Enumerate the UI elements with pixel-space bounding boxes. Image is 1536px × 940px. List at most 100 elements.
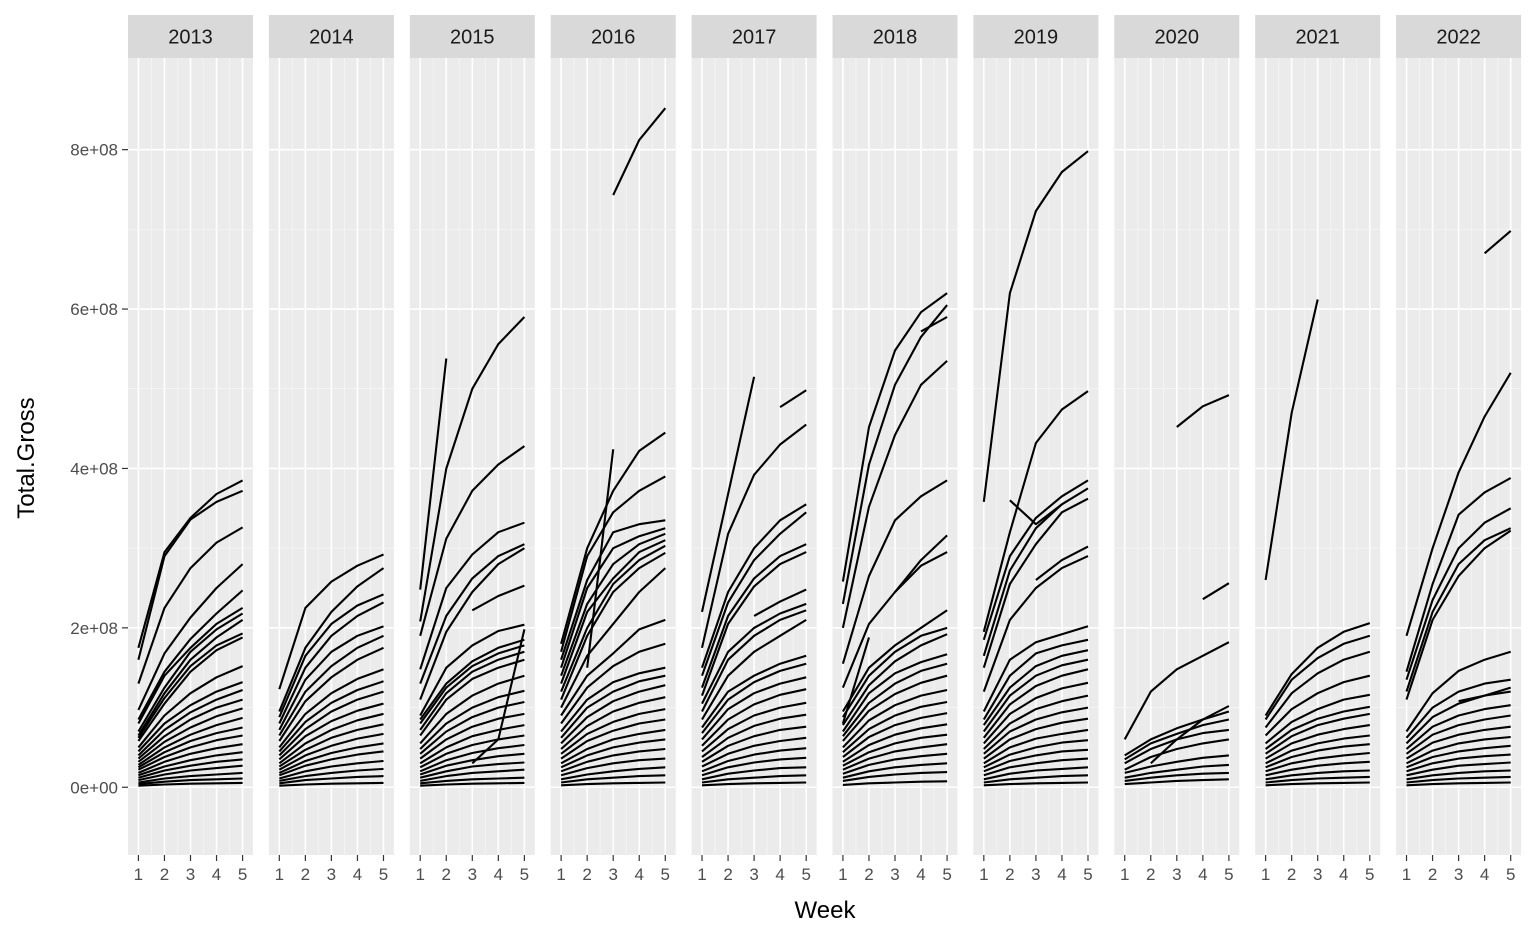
x-tick-label: 3 — [468, 865, 477, 884]
series-line — [278, 601, 384, 724]
series-line — [982, 487, 1089, 657]
series-line — [560, 708, 666, 755]
series-line — [560, 747, 666, 773]
series-line — [137, 743, 243, 774]
series-line — [560, 519, 666, 661]
series-line — [983, 774, 1089, 784]
facet-strip-label: 2017 — [732, 27, 777, 49]
series-line — [137, 665, 244, 749]
series-line — [419, 724, 525, 765]
series-line — [1483, 230, 1512, 255]
x-tick-label: 4 — [916, 865, 925, 884]
series-line — [137, 489, 244, 660]
series-line — [419, 543, 525, 684]
series-line — [560, 532, 666, 677]
series-line — [983, 748, 1089, 773]
x-tick-label: 2 — [864, 865, 873, 884]
series-line — [842, 688, 948, 749]
series-line — [278, 723, 384, 768]
series-line — [138, 764, 243, 782]
series-line — [419, 623, 525, 717]
facet-strip — [409, 15, 535, 58]
series-line — [982, 150, 1089, 503]
x-tick-label: 1 — [1261, 865, 1270, 884]
series-line — [842, 633, 948, 726]
x-tick-label: 5 — [1506, 865, 1515, 884]
series-line — [701, 774, 807, 784]
series-line — [701, 688, 807, 747]
series-line — [841, 292, 948, 582]
series-line — [1265, 712, 1370, 755]
series-line — [560, 684, 666, 745]
facet-strip — [128, 15, 253, 58]
x-tick-label: 2 — [1287, 865, 1296, 884]
series-line — [842, 712, 948, 758]
series-line — [779, 389, 807, 408]
facet-strip — [973, 15, 1099, 58]
x-tick-label: 4 — [1057, 865, 1066, 884]
y-tick-label: 8e+08 — [70, 141, 118, 160]
x-tick-label: 5 — [1224, 865, 1233, 884]
series-line — [560, 642, 666, 725]
series-line — [982, 658, 1089, 733]
x-tick-label: 1 — [697, 865, 706, 884]
series-line — [278, 732, 384, 771]
facet-panel-2018: 2018 1 2 3 4 5 — [832, 15, 958, 884]
series-line — [1264, 650, 1371, 729]
series-line — [137, 636, 244, 742]
series-line — [1406, 744, 1511, 769]
series-line — [137, 707, 243, 763]
series-line — [701, 551, 807, 696]
series-line — [842, 626, 948, 718]
x-tick-label: 1 — [415, 865, 424, 884]
series-line — [419, 734, 525, 769]
series-line — [700, 376, 756, 613]
series-line — [1035, 545, 1089, 581]
series-line — [278, 668, 384, 749]
series-line — [279, 781, 384, 787]
series-line — [137, 689, 243, 757]
series-line — [1405, 678, 1511, 739]
series-line — [982, 625, 1089, 712]
series-line — [1405, 372, 1512, 637]
series-line — [701, 676, 807, 741]
series-line — [842, 762, 948, 779]
y-tick-label: 0e+00 — [70, 778, 118, 797]
x-tick-label: 3 — [1454, 865, 1463, 884]
series-line — [842, 662, 948, 737]
series-line — [560, 618, 666, 717]
facet-strip — [550, 15, 676, 58]
series-line — [1406, 781, 1511, 787]
series-line — [701, 725, 807, 763]
series-line — [560, 475, 666, 653]
series-line — [841, 360, 948, 629]
series-line — [982, 638, 1089, 721]
facet-strip — [1255, 15, 1381, 58]
series-line — [279, 759, 384, 780]
series-line — [1009, 499, 1063, 526]
series-line — [920, 316, 948, 333]
x-tick-label: 2 — [1005, 865, 1014, 884]
x-tick-label: 3 — [1031, 865, 1040, 884]
facet-strip — [268, 15, 394, 58]
series-line — [419, 650, 525, 731]
series-line — [701, 543, 807, 688]
x-tick-label: 5 — [801, 865, 810, 884]
series-line — [560, 666, 666, 733]
series-line — [701, 766, 807, 781]
facet-strip-label: 2013 — [168, 27, 213, 49]
series-line — [701, 619, 807, 721]
series-line — [983, 694, 1089, 750]
facet-strip-label: 2018 — [873, 27, 918, 49]
facet-panel-2013: 2013 1 2 3 4 5 — [128, 15, 253, 884]
series-line — [842, 752, 948, 775]
x-tick-label: 2 — [160, 865, 169, 884]
series-line — [137, 607, 244, 725]
series-line — [419, 358, 448, 590]
series-line — [278, 567, 385, 712]
series-line — [1124, 778, 1229, 786]
x-tick-label: 2 — [1146, 865, 1155, 884]
series-line — [419, 674, 525, 745]
series-line — [983, 757, 1089, 777]
